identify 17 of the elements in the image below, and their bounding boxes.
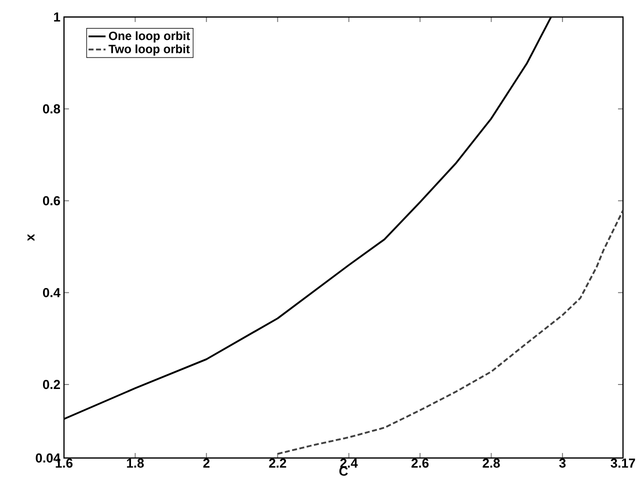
line-series [276,210,624,455]
y-axis-title: x [28,234,34,242]
legend-label: Two loop orbit [108,44,190,56]
legend-label: One loop orbit [108,31,190,42]
y-tick-label: 1 [54,12,60,22]
x-tick-label: 2.6 [412,458,429,468]
x-tick-label: 2 [203,458,210,468]
y-tick-label: 0.6 [42,196,60,206]
x-tick-label: 2.2 [269,458,286,468]
y-tick-label: 0.8 [42,104,60,114]
x-tick-label: 2.8 [482,458,500,468]
y-tick-label: 0.4 [42,288,60,298]
y-tick-label: 0.2 [42,380,60,390]
x-tick-label: 3 [559,458,566,468]
x-tick-label: 3.17 [610,458,636,468]
x-tick-label: 1.8 [127,458,144,468]
x-tick-label: 2.4 [340,458,358,468]
